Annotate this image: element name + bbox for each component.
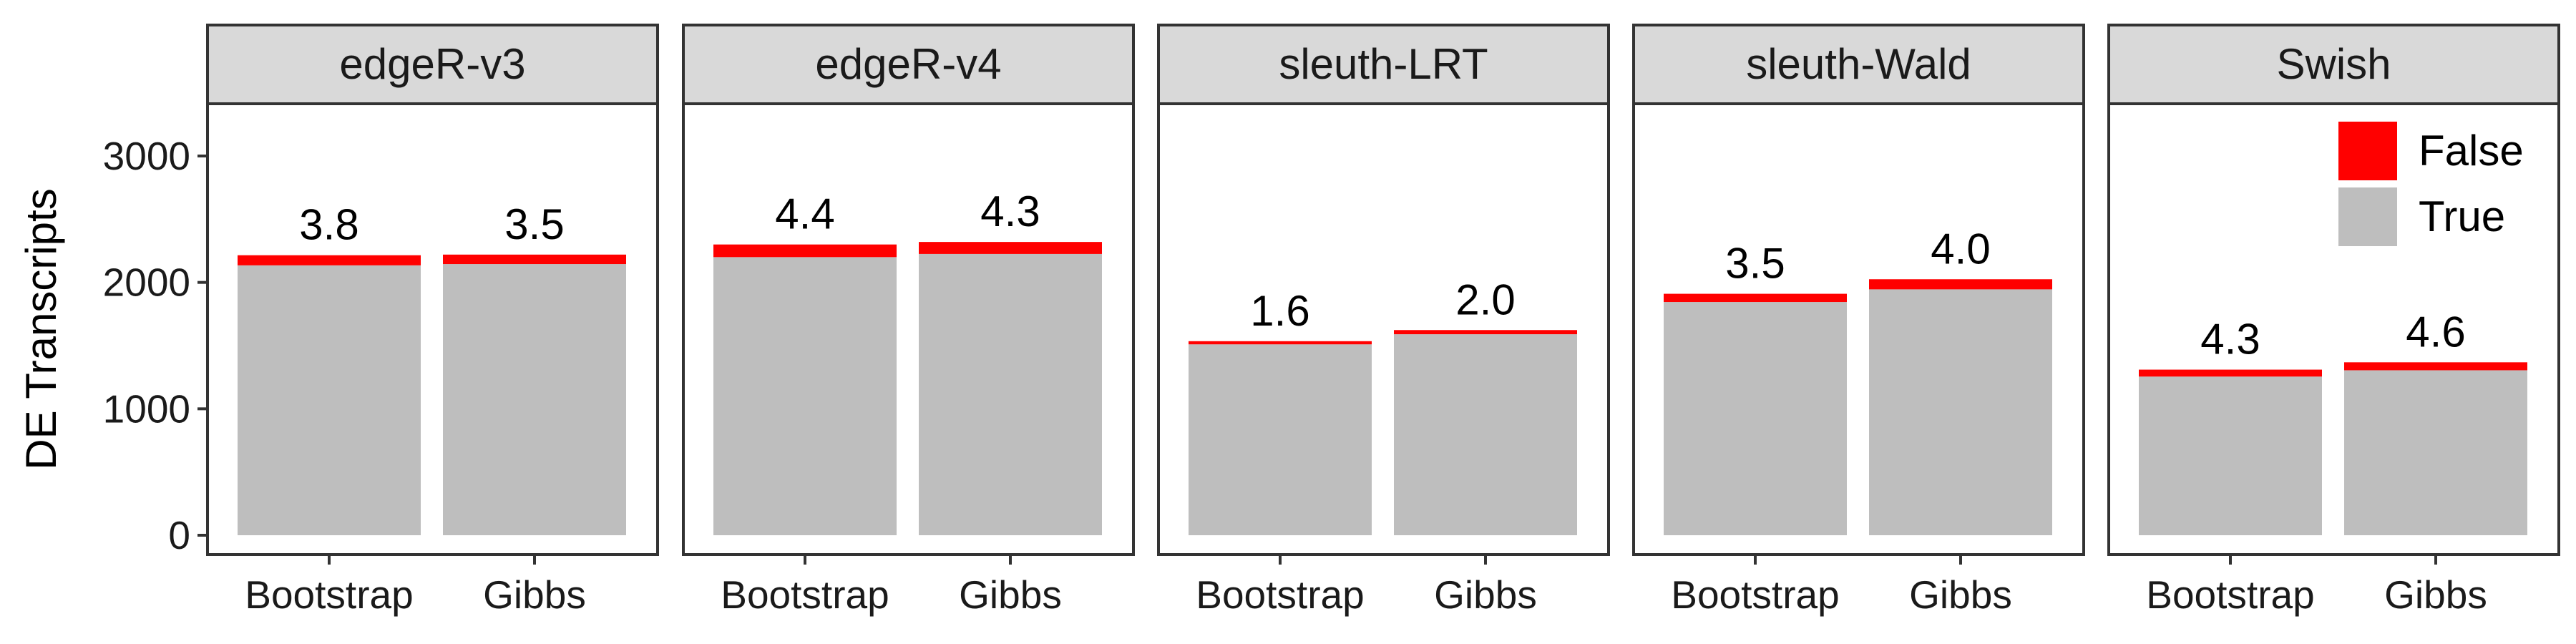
bar-false [713,244,897,258]
x-tick-label: Bootstrap [2146,572,2314,617]
facet-panel: Swish 4.3 Bootstrap 4.6 Gibbs [2107,24,2560,617]
facet-strip-label: Swish [2276,40,2391,88]
legend: False True [2338,122,2524,246]
facet-strip [1157,24,1610,105]
bar-data-label: 4.3 [2200,316,2260,364]
legend-key-true [2338,187,2397,246]
bar-false [1189,341,1372,345]
bar-false [443,254,626,265]
bar-true [238,265,421,535]
facet-strip [1632,24,2085,105]
bar-data-label: 4.4 [775,190,834,238]
bar-true [443,264,626,535]
bar-data-label: 4.0 [1931,225,1990,273]
bar-false [238,255,421,265]
facet-panel: edgeR-v3 3.8 Bootstrap 3.5 Gibbs [206,24,659,617]
facet-panel: sleuth-LRT 1.6 Bootstrap 2.0 Gibbs [1157,24,1610,617]
bar-false [919,242,1102,254]
y-axis-title: DE Transcripts [17,188,65,469]
bar-true [1189,344,1372,535]
bar-false [1869,279,2052,290]
facet-strip [682,24,1135,105]
facet-panel: edgeR-v4 4.4 Bootstrap 4.3 Gibbs [682,24,1135,617]
x-tick-label: Gibbs [959,572,1062,617]
facet-strip [2107,24,2560,105]
bar-true [2139,376,2322,535]
bar-true [1394,334,1577,535]
x-tick-label: Bootstrap [1671,572,1839,617]
x-tick-label: Gibbs [1434,572,1537,617]
legend-key-false [2338,122,2397,180]
bar-data-label: 1.6 [1250,287,1309,335]
facet-panel: sleuth-Wald 3.5 Bootstrap 4.0 Gibbs [1632,24,2085,617]
bar-true [2344,370,2527,535]
x-tick-label: Gibbs [2384,572,2487,617]
bar-true [919,253,1102,535]
facet-panels: edgeR-v3 3.8 Bootstrap 3.5 Gibbs edgeR-v4 4.4 B… [206,24,2560,617]
bar-data-label: 4.3 [980,187,1040,235]
bar-false [2139,369,2322,377]
bar-true [1869,289,2052,535]
x-tick-label: Bootstrap [1196,572,1364,617]
y-tick-label: 2000 [103,260,190,305]
y-tick-label: 1000 [103,386,190,431]
x-tick-label: Gibbs [1909,572,2012,617]
y-tick-label: 0 [168,513,190,557]
x-tick-label: Bootstrap [245,572,413,617]
facet-strip-label: sleuth-LRT [1279,40,1488,88]
x-tick-label: Gibbs [483,572,586,617]
bar-data-label: 3.5 [1725,240,1785,288]
bar-false [2344,362,2527,371]
y-tick-label: 3000 [103,134,190,178]
x-tick-label: Bootstrap [721,572,889,617]
bar-data-label: 4.6 [2406,308,2465,356]
bar-data-label: 3.8 [299,201,358,249]
facet-strip-label: sleuth-Wald [1746,40,1971,88]
bar-data-label: 2.0 [1455,275,1515,323]
bar-false [1664,293,1847,303]
facet-strip [206,24,659,105]
legend-label: True [2419,192,2505,240]
y-axis: 0 1000 2000 3000 [103,134,208,557]
facet-strip-label: edgeR-v4 [815,40,1001,88]
bar-true [713,257,897,535]
legend-label: False [2419,127,2524,175]
bar-true [1664,302,1847,535]
facet-strip-label: edgeR-v3 [339,40,525,88]
bar-false [1394,330,1577,335]
bar-data-label: 3.5 [504,200,564,248]
